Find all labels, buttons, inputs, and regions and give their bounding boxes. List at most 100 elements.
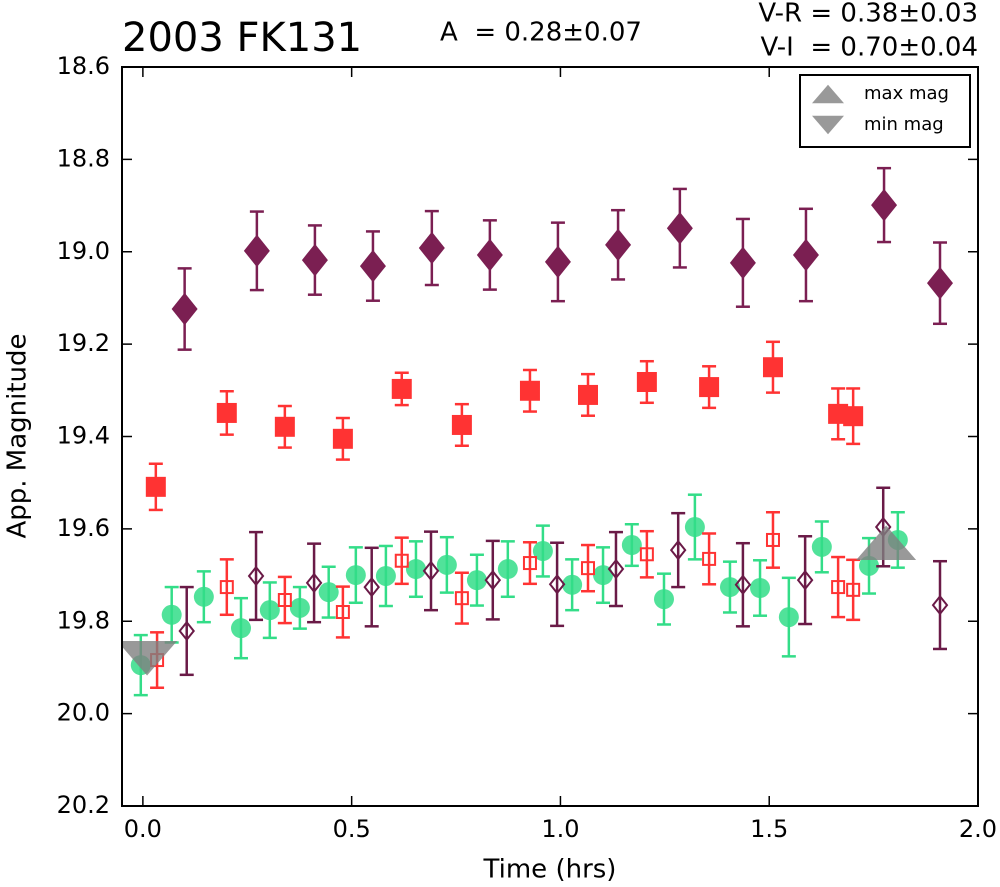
point: [792, 238, 819, 272]
error-bar: [249, 530, 264, 622]
error-bar: [335, 585, 350, 639]
annotation: V-R = 0.38±0.03: [758, 0, 978, 29]
point: [466, 570, 487, 591]
point: [577, 384, 598, 405]
point: [699, 377, 720, 398]
point: [548, 573, 566, 595]
y-tick-label: 19.4: [57, 422, 110, 450]
error-bar: [798, 535, 813, 626]
error-bar: [307, 542, 322, 624]
point: [277, 593, 292, 608]
x-tick-label: 0.5: [333, 815, 371, 843]
error-bar: [485, 539, 500, 621]
error-bar: [933, 559, 948, 651]
point: [497, 559, 518, 580]
point: [145, 476, 166, 497]
point: [335, 605, 350, 620]
y-axis-label: App. Magnitude: [3, 333, 33, 538]
point: [375, 565, 396, 586]
error-bar: [735, 541, 750, 628]
point: [811, 536, 832, 557]
point: [729, 246, 756, 280]
point: [345, 565, 366, 586]
point: [734, 574, 752, 596]
x-tick-label: 2.0: [959, 815, 997, 843]
point: [762, 357, 783, 378]
point: [778, 607, 799, 628]
point: [621, 535, 642, 556]
y-tick-label: 20.0: [57, 699, 110, 727]
point: [171, 292, 198, 326]
point: [274, 416, 295, 437]
point: [422, 560, 440, 582]
point: [636, 371, 657, 392]
point: [231, 618, 252, 639]
point: [289, 597, 310, 618]
point: [666, 211, 693, 245]
point: [684, 517, 705, 538]
y-tick-label: 20.2: [57, 791, 110, 819]
point: [363, 576, 380, 598]
chart-title: 2003 FK131: [122, 15, 362, 61]
point: [846, 582, 861, 597]
point: [519, 380, 540, 401]
annotation: V-I = 0.70±0.04: [761, 33, 978, 63]
point: [451, 414, 472, 435]
annotation: A = 0.28±0.07: [440, 18, 642, 48]
x-tick-label: 1.5: [750, 815, 788, 843]
point: [831, 580, 846, 595]
error-bar: [522, 541, 537, 586]
point: [122, 640, 178, 676]
point: [607, 558, 625, 580]
y-tick-label: 19.2: [57, 329, 110, 357]
error-bar: [454, 571, 469, 625]
point: [359, 249, 386, 283]
point: [247, 565, 265, 587]
point: [318, 582, 339, 603]
error-bar: [639, 529, 654, 579]
error-bar: [608, 530, 623, 608]
point: [931, 594, 949, 616]
point: [765, 532, 780, 547]
point: [750, 577, 771, 598]
point: [219, 580, 234, 595]
point: [639, 547, 654, 562]
point: [856, 525, 917, 560]
error-bar: [846, 558, 861, 622]
y-tick-label: 19.8: [57, 606, 110, 634]
point: [418, 231, 445, 265]
legend-marker: [812, 84, 844, 104]
point: [828, 403, 849, 424]
plot-frame: [121, 66, 979, 807]
point: [843, 406, 864, 427]
point: [859, 555, 880, 576]
error-bar: [702, 532, 717, 586]
x-tick-label: 1.0: [541, 815, 579, 843]
point: [796, 569, 814, 591]
legend-label: min mag: [864, 114, 944, 135]
point: [216, 402, 237, 423]
y-tick-label: 18.8: [57, 144, 110, 172]
error-bar: [765, 510, 780, 569]
legend-label: max mag: [864, 83, 949, 104]
point: [484, 569, 502, 591]
error-bar: [179, 585, 194, 677]
point: [580, 561, 595, 576]
point: [562, 574, 583, 595]
error-bar: [671, 511, 686, 589]
point: [927, 266, 954, 300]
legend-marker: [812, 115, 844, 135]
point: [454, 591, 469, 606]
point: [522, 556, 537, 571]
point: [259, 600, 280, 621]
point: [669, 539, 687, 561]
point: [161, 604, 182, 625]
point: [305, 572, 323, 594]
y-tick-label: 19.0: [57, 237, 110, 265]
y-tick-label: 19.6: [57, 514, 110, 542]
error-bar: [364, 546, 379, 628]
point: [544, 245, 571, 279]
error-bar: [580, 543, 595, 593]
error-bar: [423, 530, 438, 612]
